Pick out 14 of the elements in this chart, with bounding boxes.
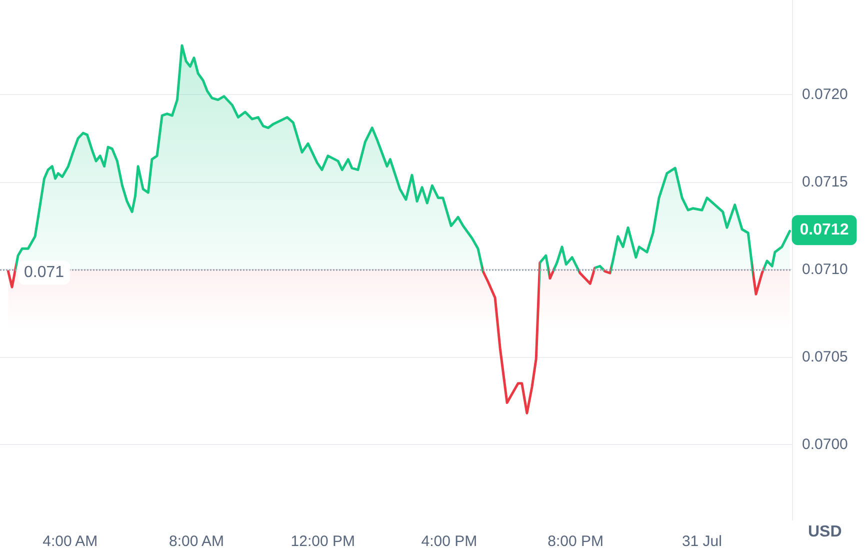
x-tick-label: 8:00 PM	[548, 533, 604, 550]
x-tick-label: 31 Jul	[682, 533, 722, 550]
x-tick-label: 4:00 AM	[42, 533, 98, 550]
ref-line-label: 0.071	[24, 264, 64, 282]
x-tick-label: 12:00 PM	[290, 533, 355, 550]
y-tick-label: 0.0720	[802, 86, 848, 104]
y-tick-label: 0.0705	[802, 348, 848, 366]
y-tick-label: 0.0700	[802, 436, 848, 454]
y-tick-label: 0.0710	[802, 261, 848, 278]
x-tick-label: 4:00 PM	[421, 533, 478, 550]
y-tick-label: 0.0715	[802, 174, 848, 191]
x-tick-label: 8:00 AM	[168, 533, 224, 550]
annotation: 0.0712	[800, 222, 849, 239]
y-axis-title: USD	[808, 524, 842, 540]
